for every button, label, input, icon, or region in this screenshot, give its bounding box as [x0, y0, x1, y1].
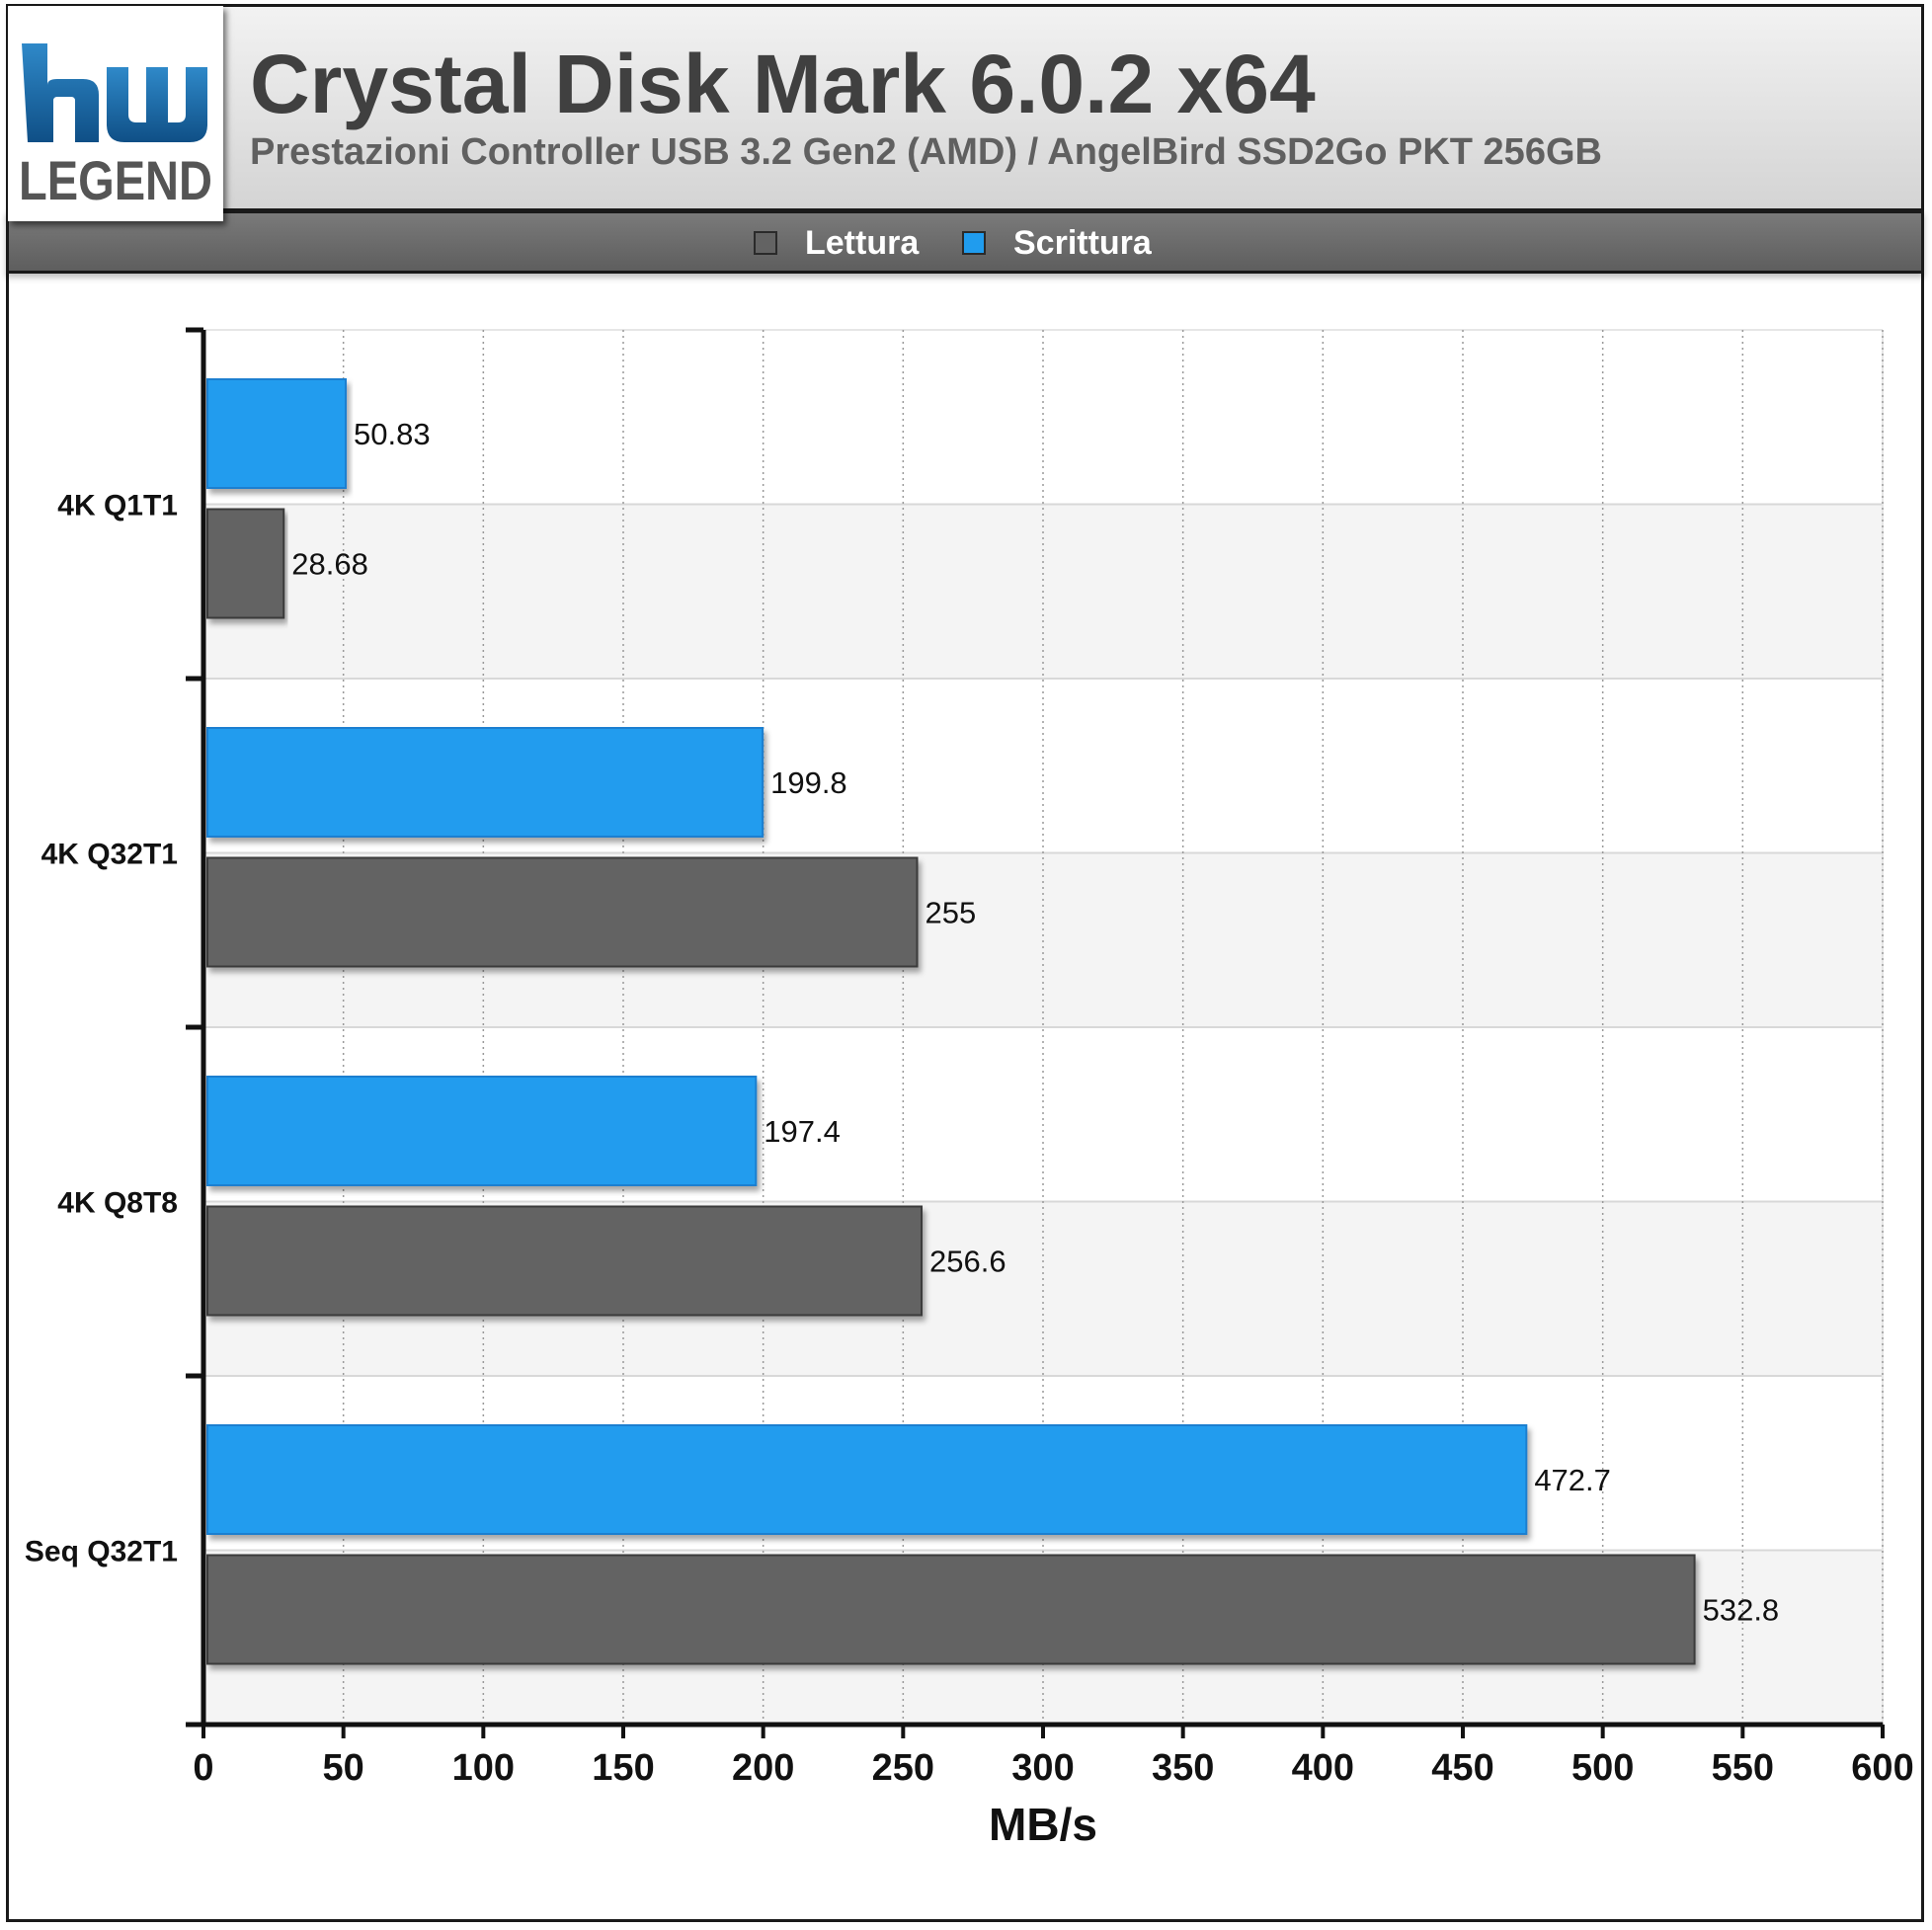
legend-label-lettura: Lettura [805, 223, 920, 262]
legend-swatch-scrittura [962, 231, 986, 255]
bar-lettura [206, 1554, 1696, 1665]
data-label-lettura: 256.6 [929, 1245, 1006, 1279]
chart-header: Crystal Disk Mark 6.0.2 x64 Prestazioni … [6, 4, 1924, 211]
data-label-lettura: 28.68 [291, 547, 368, 582]
category-label: 4K Q32T1 [41, 839, 178, 871]
x-tick-label: 100 [452, 1747, 515, 1789]
bar-lettura [206, 508, 285, 619]
data-label-scrittura: 197.4 [764, 1114, 841, 1149]
category-label: 4K Q8T8 [57, 1187, 178, 1220]
legend: Lettura Scrittura [6, 210, 1924, 274]
x-tick-label: 450 [1431, 1747, 1493, 1789]
x-tick-label: 400 [1292, 1747, 1354, 1789]
x-axis-label: MB/s [989, 1799, 1097, 1850]
data-label-scrittura: 472.7 [1534, 1463, 1611, 1497]
chart-title: Crystal Disk Mark 6.0.2 x64 [250, 38, 1316, 130]
legend-item-scrittura: Scrittura [962, 224, 1152, 262]
data-label-scrittura: 199.8 [770, 765, 847, 800]
legend-swatch-lettura [754, 231, 777, 255]
hwlegend-logo-icon: LEGEND [19, 43, 212, 211]
bar-scrittura [206, 378, 348, 489]
bar-scrittura [206, 1424, 1528, 1535]
legend-label-scrittura: Scrittura [1013, 223, 1152, 262]
x-tick-label: 0 [193, 1747, 213, 1789]
x-tick-label: 350 [1152, 1747, 1214, 1789]
category-label: Seq Q32T1 [25, 1536, 178, 1568]
bar-scrittura [206, 727, 765, 838]
bar-lettura [206, 1205, 924, 1317]
legend-item-lettura: Lettura [754, 224, 919, 262]
x-tick-label: 250 [872, 1747, 934, 1789]
bar-lettura [206, 856, 919, 968]
category-label: 4K Q1T1 [57, 490, 178, 523]
chart-subtitle: Prestazioni Controller USB 3.2 Gen2 (AMD… [250, 131, 1602, 173]
data-label-scrittura: 50.83 [354, 417, 431, 451]
x-tick-label: 150 [592, 1747, 654, 1789]
x-tick-label: 550 [1712, 1747, 1774, 1789]
hwlegend-logo: LEGEND [8, 6, 223, 221]
data-label-lettura: 532.8 [1703, 1593, 1780, 1628]
x-tick-label: 200 [732, 1747, 794, 1789]
x-tick-label: 50 [323, 1747, 364, 1789]
data-label-lettura: 255 [926, 896, 977, 930]
x-tick-label: 600 [1851, 1747, 1913, 1789]
bar-scrittura [206, 1076, 758, 1186]
x-tick-label: 300 [1011, 1747, 1074, 1789]
x-tick-label: 500 [1571, 1747, 1634, 1789]
logo-text: LEGEND [19, 149, 212, 211]
